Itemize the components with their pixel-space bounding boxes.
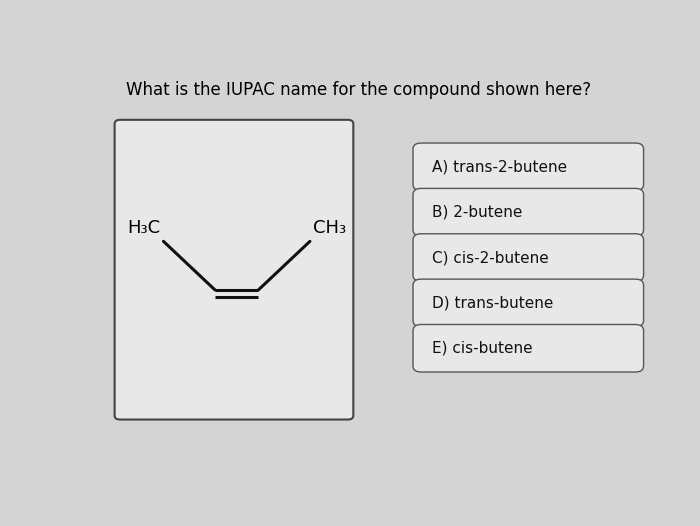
Text: What is the IUPAC name for the compound shown here?: What is the IUPAC name for the compound …	[126, 82, 592, 99]
Text: A) trans-2-butene: A) trans-2-butene	[432, 159, 567, 174]
Text: C) cis-2-butene: C) cis-2-butene	[432, 250, 549, 265]
FancyBboxPatch shape	[413, 188, 643, 236]
FancyBboxPatch shape	[413, 279, 643, 327]
FancyBboxPatch shape	[413, 234, 643, 281]
Text: B) 2-butene: B) 2-butene	[432, 205, 522, 220]
Text: H₃C: H₃C	[127, 219, 161, 237]
FancyBboxPatch shape	[413, 325, 643, 372]
FancyBboxPatch shape	[115, 120, 354, 420]
Text: D) trans-butene: D) trans-butene	[432, 296, 554, 310]
FancyBboxPatch shape	[413, 143, 643, 190]
Text: CH₃: CH₃	[313, 219, 346, 237]
Text: E) cis-butene: E) cis-butene	[432, 341, 533, 356]
